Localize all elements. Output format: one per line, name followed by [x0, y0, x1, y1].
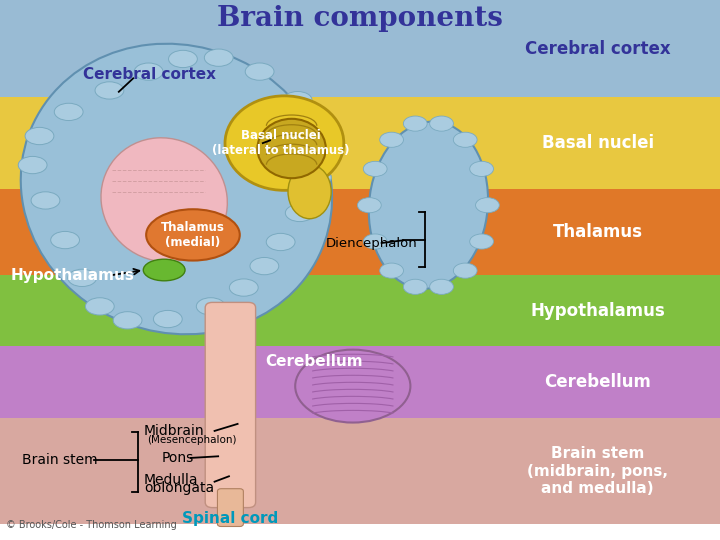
Ellipse shape	[364, 161, 387, 177]
Bar	[0, 97, 720, 189]
Ellipse shape	[358, 198, 382, 213]
Ellipse shape	[225, 96, 344, 191]
Ellipse shape	[168, 50, 197, 68]
Text: © Brooks/Cole - Thomson Learning: © Brooks/Cole - Thomson Learning	[6, 520, 176, 530]
Ellipse shape	[68, 269, 96, 287]
Ellipse shape	[134, 63, 163, 80]
Ellipse shape	[469, 161, 493, 177]
Ellipse shape	[95, 82, 124, 99]
Text: Cerebellum: Cerebellum	[265, 354, 363, 369]
Ellipse shape	[454, 263, 477, 278]
Ellipse shape	[288, 165, 331, 219]
Ellipse shape	[258, 119, 325, 178]
Text: Cerebral cortex: Cerebral cortex	[525, 39, 670, 58]
Bar	[0, 0, 720, 97]
Text: oblongata: oblongata	[144, 481, 214, 495]
Bar	[0, 346, 720, 418]
Text: Cerebellum: Cerebellum	[544, 373, 651, 391]
Text: Brain stem
(midbrain, pons,
and medulla): Brain stem (midbrain, pons, and medulla)	[527, 446, 668, 496]
Ellipse shape	[197, 298, 225, 315]
Ellipse shape	[54, 103, 83, 120]
Text: Pons: Pons	[162, 451, 194, 465]
Ellipse shape	[204, 49, 233, 66]
Ellipse shape	[403, 279, 427, 294]
Ellipse shape	[475, 198, 499, 213]
Ellipse shape	[302, 169, 331, 186]
Text: Basal nuclei
(lateral to thalamus): Basal nuclei (lateral to thalamus)	[212, 129, 349, 157]
Ellipse shape	[285, 204, 314, 221]
Ellipse shape	[369, 122, 488, 289]
Ellipse shape	[31, 192, 60, 209]
Text: Midbrain: Midbrain	[144, 424, 204, 438]
Ellipse shape	[266, 233, 295, 251]
Ellipse shape	[113, 312, 142, 329]
Ellipse shape	[430, 279, 454, 294]
Ellipse shape	[153, 310, 182, 328]
FancyBboxPatch shape	[205, 302, 256, 508]
Ellipse shape	[305, 129, 333, 146]
Text: Medulla: Medulla	[144, 472, 199, 487]
Bar	[0, 189, 720, 275]
Bar	[0, 418, 720, 524]
Text: Basal nuclei: Basal nuclei	[541, 134, 654, 152]
Text: Spinal cord: Spinal cord	[182, 511, 279, 526]
FancyBboxPatch shape	[217, 489, 243, 526]
Ellipse shape	[146, 210, 240, 261]
Text: Cerebral cortex: Cerebral cortex	[83, 67, 216, 82]
Text: Hypothalamus: Hypothalamus	[530, 301, 665, 320]
Ellipse shape	[430, 116, 454, 131]
Text: Thalamus
(medial): Thalamus (medial)	[161, 221, 225, 249]
Ellipse shape	[230, 279, 258, 296]
Text: Diencephalon: Diencephalon	[325, 237, 417, 249]
Text: (Mesencephalon): (Mesencephalon)	[148, 435, 237, 444]
Ellipse shape	[364, 234, 387, 249]
Ellipse shape	[250, 258, 279, 275]
Text: Brain stem: Brain stem	[22, 453, 97, 467]
Ellipse shape	[25, 127, 54, 145]
Ellipse shape	[21, 44, 332, 334]
Ellipse shape	[379, 132, 403, 147]
Ellipse shape	[101, 138, 228, 262]
Ellipse shape	[50, 232, 79, 249]
Ellipse shape	[143, 259, 185, 281]
Ellipse shape	[283, 91, 312, 109]
Bar	[0, 275, 720, 346]
Ellipse shape	[403, 116, 427, 131]
Text: Brain components: Brain components	[217, 5, 503, 32]
Ellipse shape	[454, 132, 477, 147]
Ellipse shape	[86, 298, 114, 315]
Ellipse shape	[295, 350, 410, 422]
Ellipse shape	[469, 234, 493, 249]
Ellipse shape	[379, 263, 403, 278]
Text: Hypothalamus: Hypothalamus	[11, 268, 135, 283]
Ellipse shape	[18, 157, 47, 174]
Ellipse shape	[246, 63, 274, 80]
Text: Thalamus: Thalamus	[553, 223, 643, 241]
